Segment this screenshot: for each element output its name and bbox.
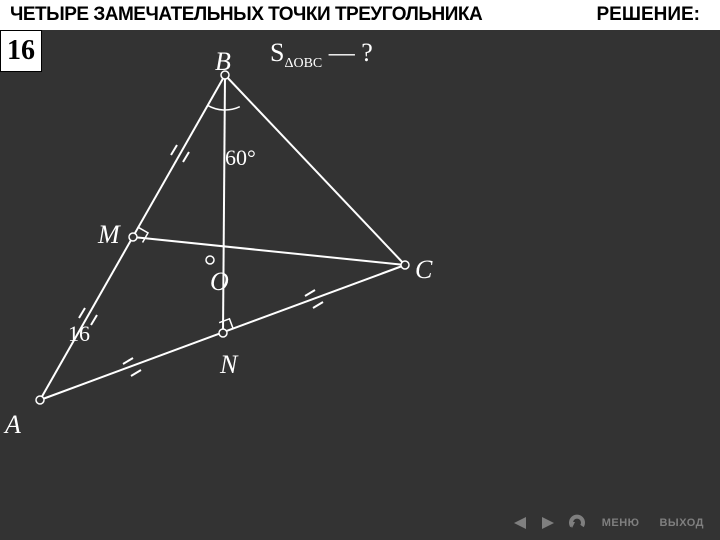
return-icon[interactable] <box>566 512 588 534</box>
figure-svg <box>10 55 450 455</box>
angle-label: 60° <box>225 145 256 171</box>
footer-nav: МЕНЮ ВЫХОД <box>0 505 720 540</box>
geometry-figure: A B C M N O 60° 16 <box>10 55 450 455</box>
header-bar: ЧЕТЫРЕ ЗАМЕЧАТЕЛЬНЫХ ТОЧКИ ТРЕУГОЛЬНИКА … <box>0 0 720 30</box>
vertex-label-m: M <box>98 220 120 250</box>
exit-button[interactable]: ВЫХОД <box>653 517 710 529</box>
vertex-label-n: N <box>220 350 237 380</box>
prev-icon[interactable] <box>510 513 530 533</box>
menu-button[interactable]: МЕНЮ <box>596 517 646 529</box>
solution-label: РЕШЕНИЕ: <box>597 4 720 26</box>
page-title: ЧЕТЫРЕ ЗАМЕЧАТЕЛЬНЫХ ТОЧКИ ТРЕУГОЛЬНИКА <box>0 4 482 26</box>
vertex-label-b: B <box>215 47 231 77</box>
next-icon[interactable] <box>538 513 558 533</box>
vertex-label-a: A <box>5 410 21 440</box>
vertex-label-o: O <box>210 267 229 297</box>
length-label: 16 <box>68 321 90 347</box>
vertex-label-c: C <box>415 255 432 285</box>
